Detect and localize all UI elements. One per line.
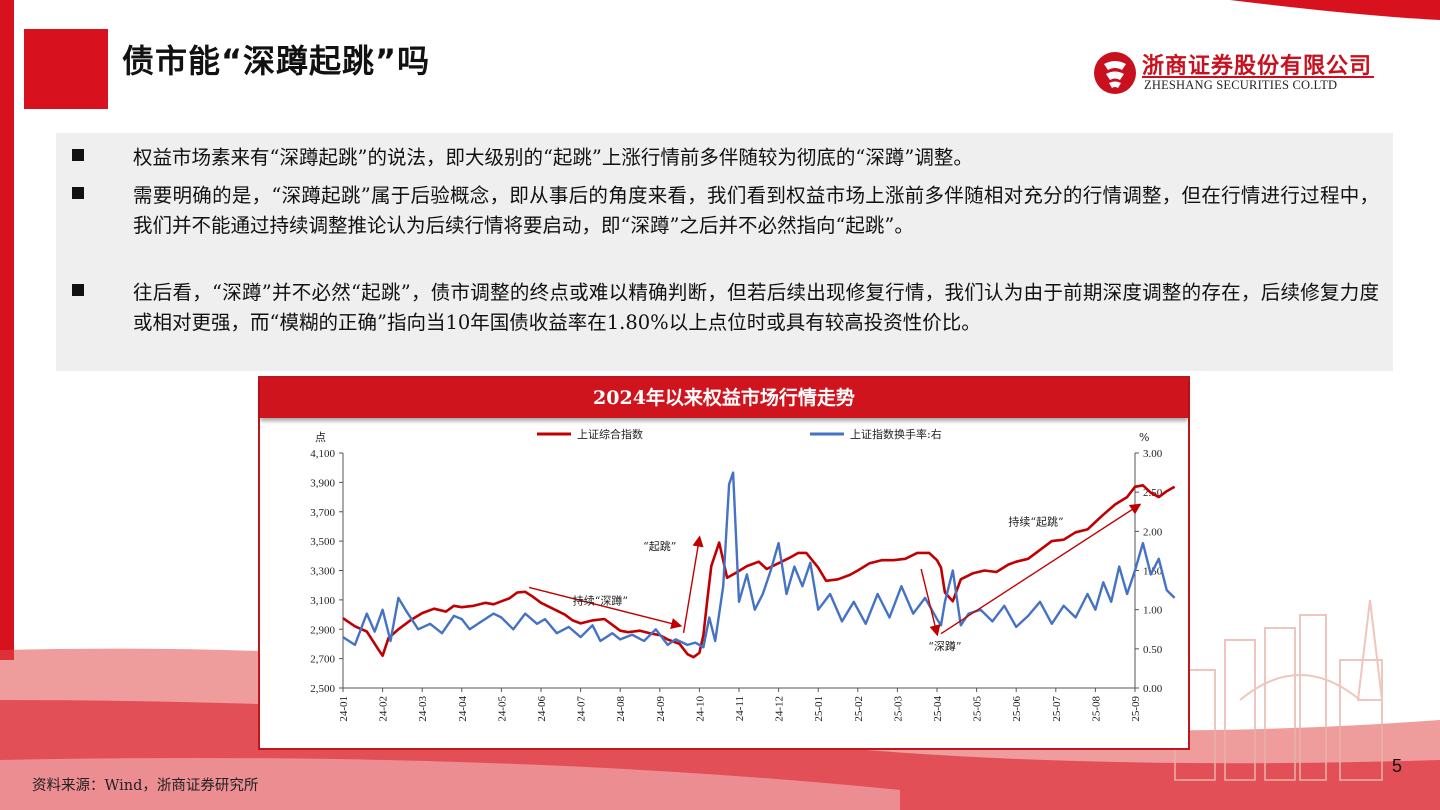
y-right-tick-label: 2.00 (1143, 526, 1163, 538)
y-left-tick-label: 2,900 (310, 624, 335, 636)
x-tick-label: 25-04 (932, 696, 944, 722)
series-line (342, 483, 1176, 659)
square-bullet-icon (72, 149, 84, 161)
bullet-text: 权益市场素来有“深蹲起跳”的说法，即大级别的“起跳”上涨行情前多伴随较为彻底的“… (133, 146, 973, 169)
annotation-label: 持续“深蹲” (573, 593, 628, 607)
x-tick-label: 24-09 (655, 696, 667, 722)
y-left-tick-label: 2,700 (310, 654, 335, 666)
y-left-tick-label: 3,700 (310, 507, 335, 519)
page-number: 5 (1392, 756, 1403, 776)
logo-divider (1142, 76, 1374, 78)
annotation-arrow (920, 568, 941, 637)
x-tick-label: 24-12 (774, 696, 786, 722)
y-right-axis-unit: % (1139, 431, 1149, 444)
legend-label: 上证综合指数 (577, 427, 643, 441)
annotation-label: “深蹲” (928, 639, 961, 653)
annotation-label: “起跳” (643, 539, 676, 553)
y-right-tick-label: 0.00 (1143, 683, 1163, 695)
source-note: 资料来源：Wind，浙商证券研究所 (32, 778, 259, 794)
x-tick-label: 24-06 (536, 696, 548, 722)
series-line (342, 471, 1176, 649)
x-tick-label: 24-04 (457, 696, 469, 722)
company-logo: 浙商证券股份有限公司 ZHESHANG SECURITIES CO.LTD (1092, 50, 1392, 98)
x-tick-label: 24-01 (338, 696, 350, 722)
x-tick-label: 25-05 (972, 696, 984, 722)
x-tick-label: 24-03 (417, 696, 429, 722)
x-tick-label: 24-10 (694, 696, 706, 722)
x-tick-label: 24-02 (378, 696, 390, 722)
x-tick-label: 25-03 (892, 696, 904, 722)
y-left-tick-label: 3,900 (310, 477, 335, 489)
chart-title-banner: 2024年以来权益市场行情走势 (260, 378, 1188, 418)
x-tick-label: 24-08 (615, 696, 627, 722)
y-right-tick-label: 1.00 (1143, 605, 1163, 617)
title-accent-block (24, 29, 108, 109)
annotation-label: 持续“起跳” (1008, 515, 1063, 529)
line-chart: 2,500 2,700 2,900 3,100 3,300 3,500 3,700 3,900… (310, 427, 1176, 722)
page-title: 债市能“深蹲起跳”吗 (122, 42, 431, 80)
chart-title: 2024年以来权益市场行情走势 (593, 387, 855, 409)
y-left-axis-unit: 点 (315, 431, 326, 444)
bullet-text: 往后看，“深蹲”并不必然“起跳”，债市调整的终点或难以精确判断，但若后续出现修复… (133, 281, 1379, 334)
x-tick-label: 25-08 (1090, 696, 1102, 722)
annotation-arrow (940, 503, 1142, 635)
bullet-list: 权益市场素来有“深蹲起跳”的说法，即大级别的“起跳”上涨行情前多伴随较为彻底的“… (56, 133, 1393, 371)
y-right-tick-label: 0.50 (1143, 644, 1163, 656)
annotation-arrow (682, 535, 704, 634)
zheshang-logo-icon (1094, 52, 1136, 94)
y-right-tick-label: 3.00 (1143, 448, 1163, 460)
x-tick-label: 25-07 (1051, 696, 1063, 722)
x-tick-label: 24-05 (496, 696, 508, 722)
y-left-tick-label: 3,500 (310, 536, 335, 548)
annotation-arrow (528, 586, 683, 629)
y-left-tick-label: 4,100 (310, 448, 335, 460)
y-left-tick-label: 2,500 (310, 683, 335, 695)
company-name-cn: 浙商证券股份有限公司 (1142, 54, 1373, 79)
x-tick-label: 25-09 (1130, 696, 1142, 722)
y-left-tick-label: 3,300 (310, 566, 335, 578)
company-name-en: ZHESHANG SECURITIES CO.LTD (1144, 78, 1338, 92)
square-bullet-icon (72, 187, 84, 199)
y-left-tick-label: 3,100 (310, 595, 335, 607)
x-tick-label: 24-07 (576, 696, 588, 722)
x-tick-label: 25-02 (853, 696, 865, 722)
legend-label: 上证指数换手率:右 (850, 427, 942, 441)
x-tick-label: 25-06 (1011, 696, 1023, 722)
bullet-text: 需要明确的是，“深蹲起跳”属于后验概念，即从事后的角度来看，我们看到权益市场上涨… (133, 184, 1379, 237)
x-tick-label: 24-11 (734, 696, 746, 721)
x-tick-label: 25-01 (813, 696, 825, 722)
square-bullet-icon (72, 284, 84, 296)
